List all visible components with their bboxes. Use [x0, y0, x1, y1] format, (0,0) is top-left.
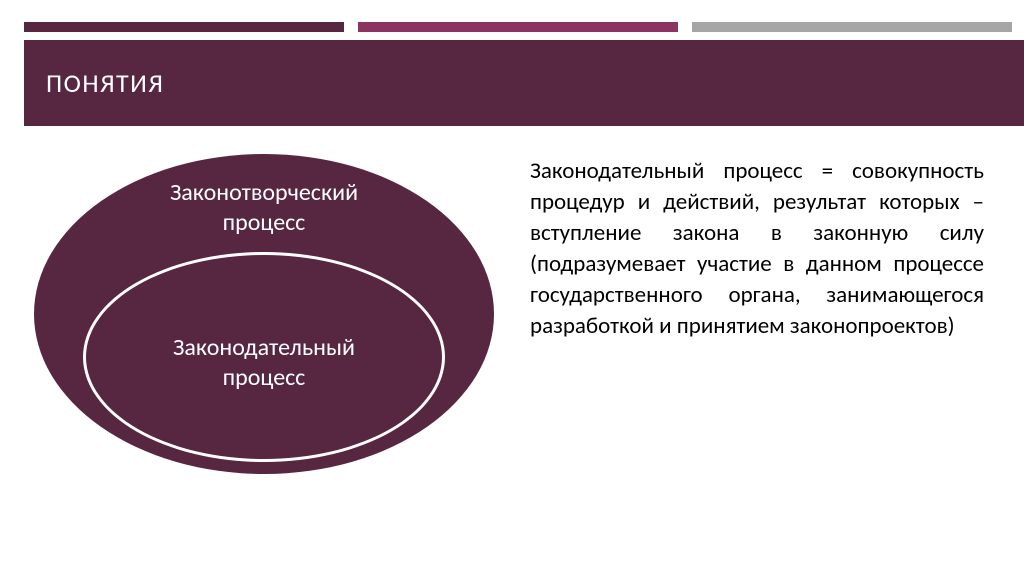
inner-ellipse-label: Законодательный процесс: [173, 333, 355, 393]
nested-ellipse-diagram: Законотворческий процесс Законодательный…: [34, 154, 494, 494]
accent-bars: [0, 0, 1024, 22]
page-title: ПОНЯТИЯ: [46, 67, 164, 99]
title-band: ПОНЯТИЯ: [24, 40, 1024, 126]
outer-label-line2: процесс: [223, 208, 306, 237]
definition-text: Законодательный процесс = совокупность п…: [530, 154, 984, 494]
inner-ellipse: Законодательный процесс: [83, 252, 445, 462]
inner-label-line1: Законодательный: [173, 333, 355, 362]
outer-label-line1: Законотворческий: [170, 178, 358, 207]
inner-label-line2: процесс: [223, 363, 306, 392]
bar-gray: [692, 22, 1012, 32]
content-area: Законотворческий процесс Законодательный…: [0, 126, 1024, 494]
bar-dark: [24, 22, 344, 32]
bar-mid: [358, 22, 678, 32]
outer-ellipse: Законотворческий процесс Законодательный…: [34, 154, 494, 474]
outer-ellipse-label: Законотворческий процесс: [170, 178, 358, 238]
